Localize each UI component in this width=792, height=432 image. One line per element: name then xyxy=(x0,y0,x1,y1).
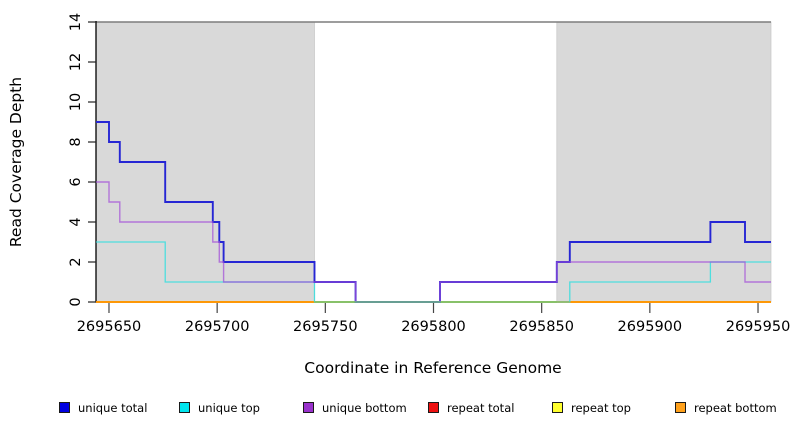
x-tick-label: 2695850 xyxy=(509,319,574,335)
shaded-repeat-region xyxy=(556,21,772,303)
y-tick-label: 10 xyxy=(68,93,84,111)
x-tick-label: 2695650 xyxy=(77,319,142,335)
x-tick-label: 2695700 xyxy=(185,319,250,335)
y-tick-label: 6 xyxy=(68,177,84,186)
series-unique-total-line xyxy=(96,121,771,303)
y-axis-title: Read Coverage Depth xyxy=(7,77,25,247)
x-tick-label: 2695800 xyxy=(401,319,466,335)
x-tick-label: 2695900 xyxy=(618,319,683,335)
y-tick-label: 0 xyxy=(68,297,84,306)
x-tick-label: 2695950 xyxy=(726,319,791,335)
y-tick-label: 2 xyxy=(68,257,84,266)
y-tick-label: 12 xyxy=(68,53,84,71)
x-axis-title: Coordinate in Reference Genome xyxy=(304,359,561,377)
y-tick-label: 4 xyxy=(68,217,84,226)
y-tick-label: 14 xyxy=(68,13,84,31)
series-unique-bottom-line xyxy=(96,181,771,303)
x-tick-label: 2695750 xyxy=(293,319,358,335)
y-tick-label: 8 xyxy=(68,137,84,146)
